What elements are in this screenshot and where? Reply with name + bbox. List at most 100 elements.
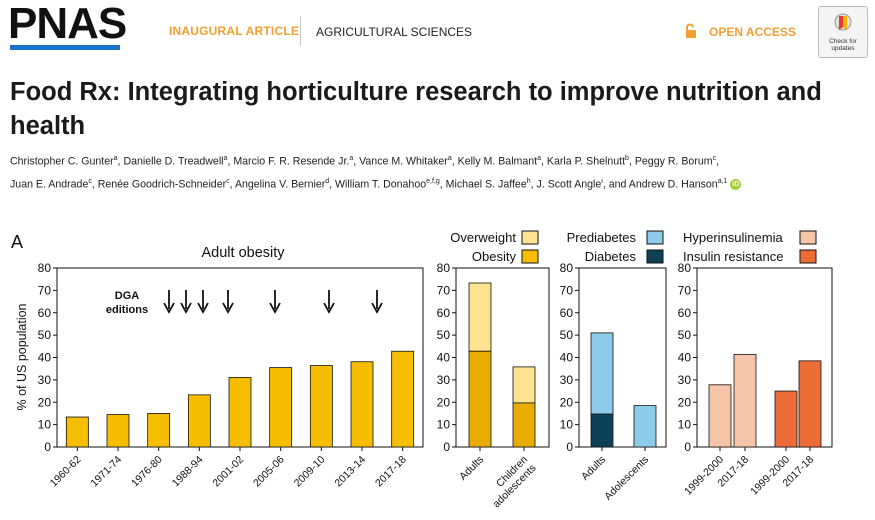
obesity-axis-tick-label: 80 [38,261,52,275]
logo-underline [10,45,120,50]
insulin-axis-tick-label: 60 [678,306,692,320]
x-tick-label: 1976-80 [129,454,165,490]
section-label[interactable]: AGRICULTURAL SCIENCES [316,25,473,39]
author-name[interactable]: Karla P. Shelnutt [546,155,626,168]
obesity-bar [269,367,293,448]
author-name[interactable]: Vance M. Whitaker [359,155,448,168]
obesity-axis-tick-label: 70 [38,283,52,297]
hyperinsulinemia-bar [708,384,732,448]
legend-diabetes-label: Prediabetes [567,230,637,245]
affiliation-marker[interactable]: c [226,177,230,185]
author-name[interactable]: Marcio F. R. Resende Jr. [233,155,350,168]
prediabetes-bar [590,332,614,415]
affiliation-marker[interactable]: c [88,177,92,185]
x-tick-label: 2009-10 [292,454,328,490]
obesity-stack-bar [468,350,492,448]
diabetes-axis-tick-label: 10 [560,418,574,432]
dga-arrow-head [197,302,209,314]
check-for-updates-line2: updates [831,45,855,52]
diabetes-axis-tick-label: 70 [560,283,574,297]
header-divider [300,16,301,46]
insulin-axis-tick-label: 20 [678,395,692,409]
author-name[interactable]: Angelina V. Bernier [234,178,326,191]
affiliation-marker[interactable]: a [447,155,452,162]
affiliation-marker[interactable]: b [625,155,629,162]
weight-axis-tick-label: 30 [437,373,451,387]
author-name[interactable]: Michael S. Jaffee [445,178,527,191]
dga-arrow-head [180,302,192,314]
legend-weight-swatch [521,230,539,245]
diabetes-axis-tick-label: 60 [560,306,574,320]
affiliation-marker[interactable]: a [223,155,228,162]
x-tick-label-line: 1976-80 [129,454,165,490]
insulin-axis-tick-label: 80 [678,261,692,275]
affiliation-marker[interactable]: e,f,g [426,177,440,185]
x-tick-label-line: 1971-74 [88,454,124,490]
diabetes-axis-tick-label: 50 [560,328,574,342]
affiliation-marker[interactable]: i [601,177,603,185]
obesity-bar [228,377,252,448]
weight-axis-tick-label: 50 [437,328,451,342]
x-tick-label-line: 2013-14 [332,454,368,490]
x-tick-label-line: Adolescents [602,454,651,503]
affiliation-marker[interactable]: a [349,155,354,162]
panel-label: A [11,232,23,252]
orcid-icon[interactable]: iD [730,178,742,190]
pnas-logo[interactable]: PNAS [8,0,127,48]
dga-arrow-head [222,302,234,314]
x-tick-label: Adolescents [602,454,651,503]
author-line: Juan E. Andradec, Renée Goodrich-Schneid… [10,177,742,191]
obesity-bar [350,361,374,448]
insulin-axis-tick-label: 0 [684,440,691,454]
author-name[interactable]: Andrew D. Hanson [628,178,718,191]
author-name[interactable]: Renée Goodrich-Schneider [97,178,227,191]
affiliation-marker[interactable]: a [537,155,542,162]
author-name[interactable]: Kelly M. Balmant [457,155,538,168]
x-tick-label: 2017-18 [373,454,409,490]
weight-axis-tick-label: 70 [437,283,451,297]
obesity-bar [391,350,415,448]
weight-axis-tick-label: 20 [437,395,451,409]
affiliation-marker[interactable]: a [113,155,118,162]
x-tick-label: Adults [457,454,486,483]
weight-axis-tick-label: 0 [443,440,450,454]
obesity-bar [65,416,89,448]
author-name[interactable]: Danielle D. Treadwell [123,155,224,168]
x-tick-label-line: 1988-94 [170,454,206,490]
x-tick-label-line: Adults [579,454,608,483]
legend-insulin-swatch [799,230,817,245]
affiliation-marker[interactable]: h [526,177,531,185]
author-name[interactable]: Peggy R. Borum [634,155,713,168]
check-for-updates-button[interactable]: Check for updates [818,6,868,58]
chart-title: Adult obesity [201,245,285,261]
legend-weight-swatch [521,249,539,264]
prediabetes-bar [633,405,657,448]
legend-insulin-label: Insulin resistance [683,249,783,264]
obesity-axis-tick-label: 10 [38,418,52,432]
obesity-bar [309,365,333,448]
affiliation-marker[interactable]: d [325,177,330,185]
x-tick-label: 2013-14 [332,454,368,490]
affiliation-marker[interactable]: c [712,155,717,162]
x-tick-label: Adults [579,454,608,483]
figure-panel-a: A 0 10 20 30 40 50 60 70 80 Adult obesity % of US … [11,230,833,511]
x-tick-label-line: Adults [457,454,486,483]
legend-insulin-swatch [799,249,817,264]
dga-label: DGA [115,290,140,302]
legend-diabetes-label: Diabetes [585,249,637,264]
author-name[interactable]: Juan E. Andrade [10,178,89,191]
x-tick-label: Childrenadolescents [482,454,539,511]
x-tick-label-line: 2017-18 [373,454,409,490]
author-name[interactable]: Christopher C. Gunter [10,155,114,168]
diabetes-bar [590,413,614,448]
author-name[interactable]: William T. Donahoo [335,178,427,191]
obesity-bar [106,414,130,448]
x-tick-label: 2005-06 [251,454,287,490]
obesity-axis-tick-label: 0 [44,440,51,454]
diabetes-axis-tick-label: 0 [566,440,573,454]
affiliation-marker[interactable]: a,1 [717,177,728,185]
diabetes-axis-tick-label: 20 [560,395,574,409]
author-list: Christopher C. Guntera, Danielle D. Trea… [10,149,870,194]
author-name[interactable]: J. Scott Angle [536,178,602,191]
dga-arrow-head [323,302,335,314]
